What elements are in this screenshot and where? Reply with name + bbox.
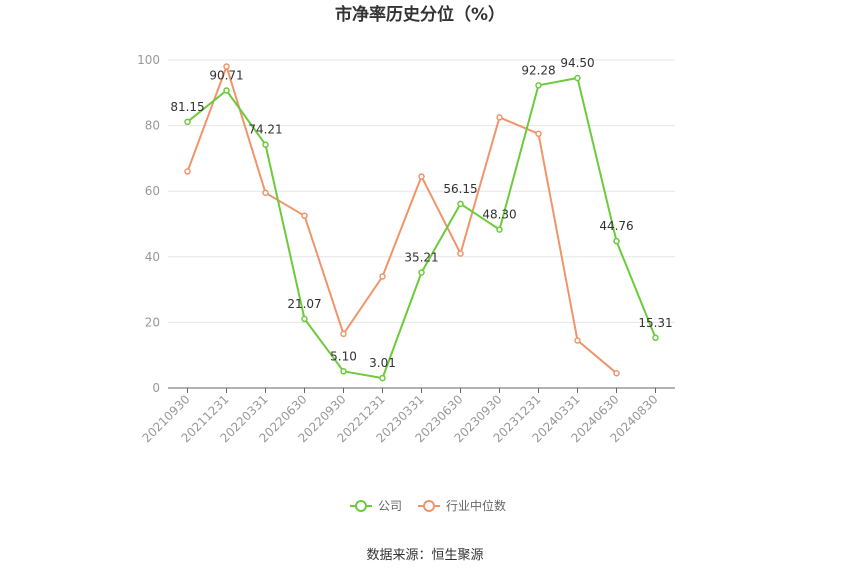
data-point — [574, 337, 581, 344]
y-tick-label: 20 — [145, 315, 160, 329]
data-point — [340, 368, 347, 375]
y-tick-label: 0 — [152, 381, 160, 395]
y-tick-label: 40 — [145, 250, 160, 264]
data-point — [418, 269, 425, 276]
data-label: 92.28 — [521, 63, 555, 77]
data-point — [301, 212, 308, 220]
data-label: 35.21 — [404, 251, 438, 265]
data-point — [184, 168, 191, 175]
series-layer — [184, 63, 659, 382]
data-point — [379, 374, 386, 382]
legend-item[interactable]: 行业中位数 — [418, 498, 506, 513]
data-label: 3.01 — [369, 356, 396, 370]
data-label: 44.76 — [599, 219, 633, 233]
data-point — [496, 226, 503, 233]
data-label: 94.50 — [560, 56, 594, 70]
data-label: 90.71 — [209, 68, 243, 82]
data-point — [223, 63, 230, 70]
y-tick-label: 80 — [145, 119, 160, 133]
grid-lines — [168, 59, 675, 323]
data-point — [613, 237, 620, 245]
data-point — [652, 334, 659, 342]
data-point — [613, 369, 620, 377]
data-point — [535, 130, 542, 138]
data-label: 56.15 — [443, 182, 477, 196]
data-point — [223, 87, 230, 94]
data-point — [418, 173, 425, 180]
data-label: 74.21 — [248, 123, 282, 137]
legend-swatch-marker — [355, 500, 367, 512]
data-label: 21.07 — [287, 297, 321, 311]
data-point — [457, 250, 464, 257]
data-point — [262, 189, 269, 197]
y-tick-label: 60 — [145, 184, 160, 198]
legend-item[interactable]: 公司 — [350, 499, 402, 513]
chart-title: 市净率历史分位（%） — [335, 4, 505, 25]
legend-swatch-marker — [423, 500, 435, 512]
data-point — [340, 330, 347, 338]
data-point — [262, 141, 269, 148]
data-label: 81.15 — [170, 100, 204, 114]
data-label: 15.31 — [638, 316, 672, 330]
legend-label: 公司 — [378, 499, 402, 513]
data-point — [496, 114, 503, 121]
y-tick-label: 100 — [137, 53, 160, 67]
series-line-1 — [186, 65, 618, 374]
legend-label: 行业中位数 — [446, 498, 506, 513]
data-label: 5.10 — [330, 349, 357, 363]
data-labels: 81.15 90.71 74.21 21.07 5.10 3.01 35.21 56.15 48… — [170, 56, 672, 370]
data-point — [457, 200, 464, 208]
source-note: 数据来源：恒生聚源 — [366, 548, 483, 563]
data-point — [379, 273, 386, 280]
data-point — [574, 74, 581, 82]
data-point — [184, 118, 191, 126]
data-label: 48.30 — [482, 208, 516, 222]
data-point — [535, 82, 542, 89]
data-point — [301, 315, 308, 323]
legend: 公司 行业中位数 — [350, 498, 506, 513]
axes: 0204060801002021093020211231202203312022… — [137, 53, 675, 445]
